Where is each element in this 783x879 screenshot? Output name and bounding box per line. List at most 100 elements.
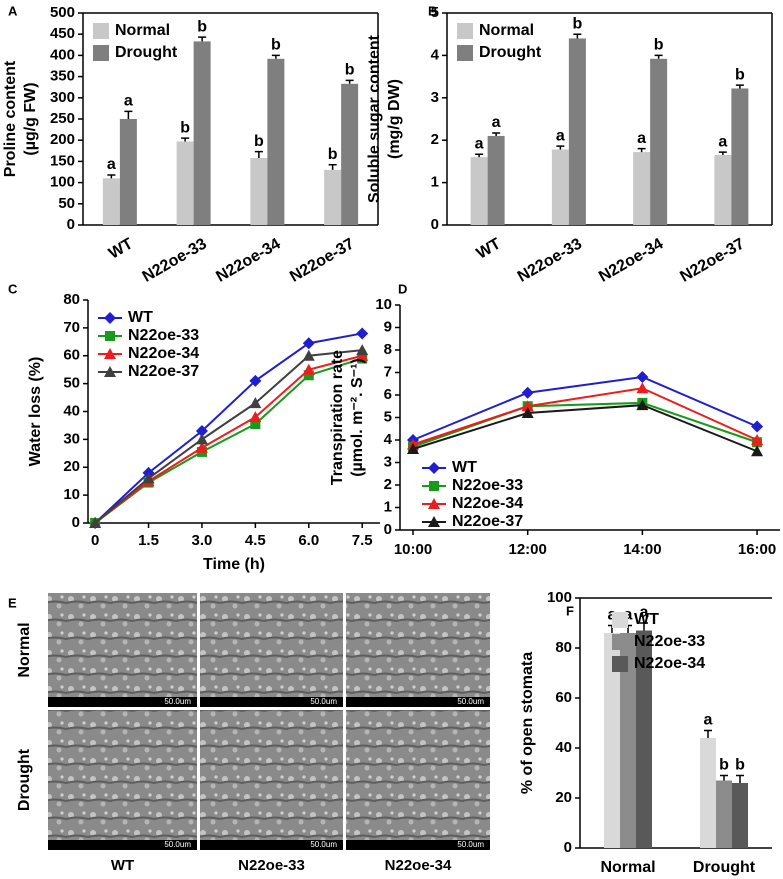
error-bar: [345, 79, 354, 84]
error-bar: [573, 33, 582, 39]
significance-letter: b: [735, 757, 745, 774]
error-bar: [328, 164, 337, 170]
micrograph: [200, 710, 343, 850]
error-bar: [736, 774, 744, 783]
error-bar: [640, 622, 648, 631]
micrograph: [346, 593, 490, 707]
legend-swatch: [457, 23, 473, 39]
significance-letter: a: [624, 607, 633, 624]
marker: [142, 472, 155, 484]
y-tick-label: 3: [384, 453, 392, 470]
marker: [302, 337, 315, 350]
legend-label: Normal: [115, 22, 170, 39]
legend-swatch: [457, 45, 473, 61]
bar: [102, 178, 120, 225]
legend-label: WT: [634, 611, 659, 628]
scale-strip: [48, 840, 197, 850]
x-tick-label: N22oe-37: [677, 235, 747, 285]
marker: [751, 434, 764, 445]
x-tick-label: WT: [106, 235, 136, 262]
error-bar: [556, 145, 565, 150]
bar: [551, 149, 569, 225]
y-tick-label: 4: [384, 431, 393, 448]
x-tick-label: 12:00: [509, 541, 547, 558]
error-bar: [271, 54, 280, 59]
bar: [633, 152, 651, 225]
marker: [636, 382, 649, 394]
error-bar: [124, 110, 133, 119]
series-line: [412, 375, 758, 441]
x-tick-label: Drought: [693, 859, 756, 876]
x-tick-label: N22oe-34: [213, 235, 283, 285]
y-tick-label: 9: [384, 318, 392, 335]
bar: [341, 83, 359, 225]
scale-bar-label: 50.0um: [457, 840, 484, 849]
error-bar: [720, 774, 728, 781]
legend-label: Normal: [479, 22, 534, 39]
y-tick-label: 250: [50, 110, 75, 127]
bar: [568, 38, 586, 225]
series-line: [94, 332, 363, 524]
marker: [302, 349, 315, 361]
row-label: Drought: [16, 748, 33, 811]
error-bar: [181, 137, 190, 142]
bar: [470, 157, 488, 225]
error-bar: [654, 54, 663, 59]
significance-letter: a: [718, 133, 727, 150]
bar: [267, 58, 285, 226]
micrograph: [346, 710, 490, 850]
legend-label: Drought: [479, 44, 542, 61]
panel-label: A: [8, 3, 18, 18]
legend-swatch: [612, 656, 628, 672]
series-line: [94, 357, 363, 524]
error-bar: [718, 151, 727, 156]
micrograph: [48, 710, 197, 850]
bar: [193, 41, 211, 225]
y-tick-label: 100: [547, 589, 572, 606]
panel-label: E: [8, 595, 17, 610]
y-tick-label: 80: [555, 639, 572, 656]
error-bar: [492, 132, 501, 136]
bar: [636, 630, 652, 848]
marker: [303, 370, 314, 381]
y-tick-label: 450: [50, 25, 75, 42]
y-tick-label: 60: [555, 689, 572, 706]
y-tick-label: 10: [375, 296, 392, 313]
bar: [250, 158, 268, 225]
marker: [356, 344, 369, 356]
y-tick-label: 2: [384, 476, 392, 493]
legend-label: N22oe-34: [128, 345, 199, 362]
y-axis-label: Water loss (%): [27, 357, 44, 467]
significance-letter: a: [640, 604, 649, 621]
panel-label: F: [566, 603, 574, 618]
scale-strip: [346, 697, 490, 707]
y-tick-label: 20: [63, 458, 80, 475]
significance-letter: a: [637, 130, 646, 147]
legend-swatch: [93, 45, 109, 61]
legend-label: WT: [452, 459, 477, 476]
marker: [104, 348, 116, 359]
micrograph: [48, 593, 197, 707]
significance-letter: a: [107, 156, 116, 173]
x-tick-label: 3.0: [192, 532, 213, 549]
y-tick-label: 50: [58, 195, 75, 212]
marker: [250, 419, 261, 430]
scale-strip: [200, 697, 343, 707]
scale-bar-label: 50.0um: [310, 697, 337, 706]
column-label: N22oe-33: [238, 857, 305, 874]
column-label: WT: [111, 857, 134, 874]
x-tick-label: 6.0: [298, 532, 319, 549]
x-tick-label: N22oe-37: [287, 235, 357, 285]
y-tick-label: 200: [50, 131, 75, 148]
x-tick-label: Normal: [600, 859, 655, 876]
x-tick-label: 4.5: [245, 532, 266, 549]
legend-label: N22oe-37: [452, 513, 523, 530]
y-axis-label: (µg/g FW): [22, 82, 39, 155]
panel-label: C: [8, 281, 18, 296]
x-tick-label: 7.5: [352, 532, 373, 549]
y-tick-label: 6: [384, 386, 392, 403]
x-tick-label: 10:00: [394, 541, 432, 558]
legend-label: WT: [128, 309, 153, 326]
marker: [521, 400, 534, 412]
